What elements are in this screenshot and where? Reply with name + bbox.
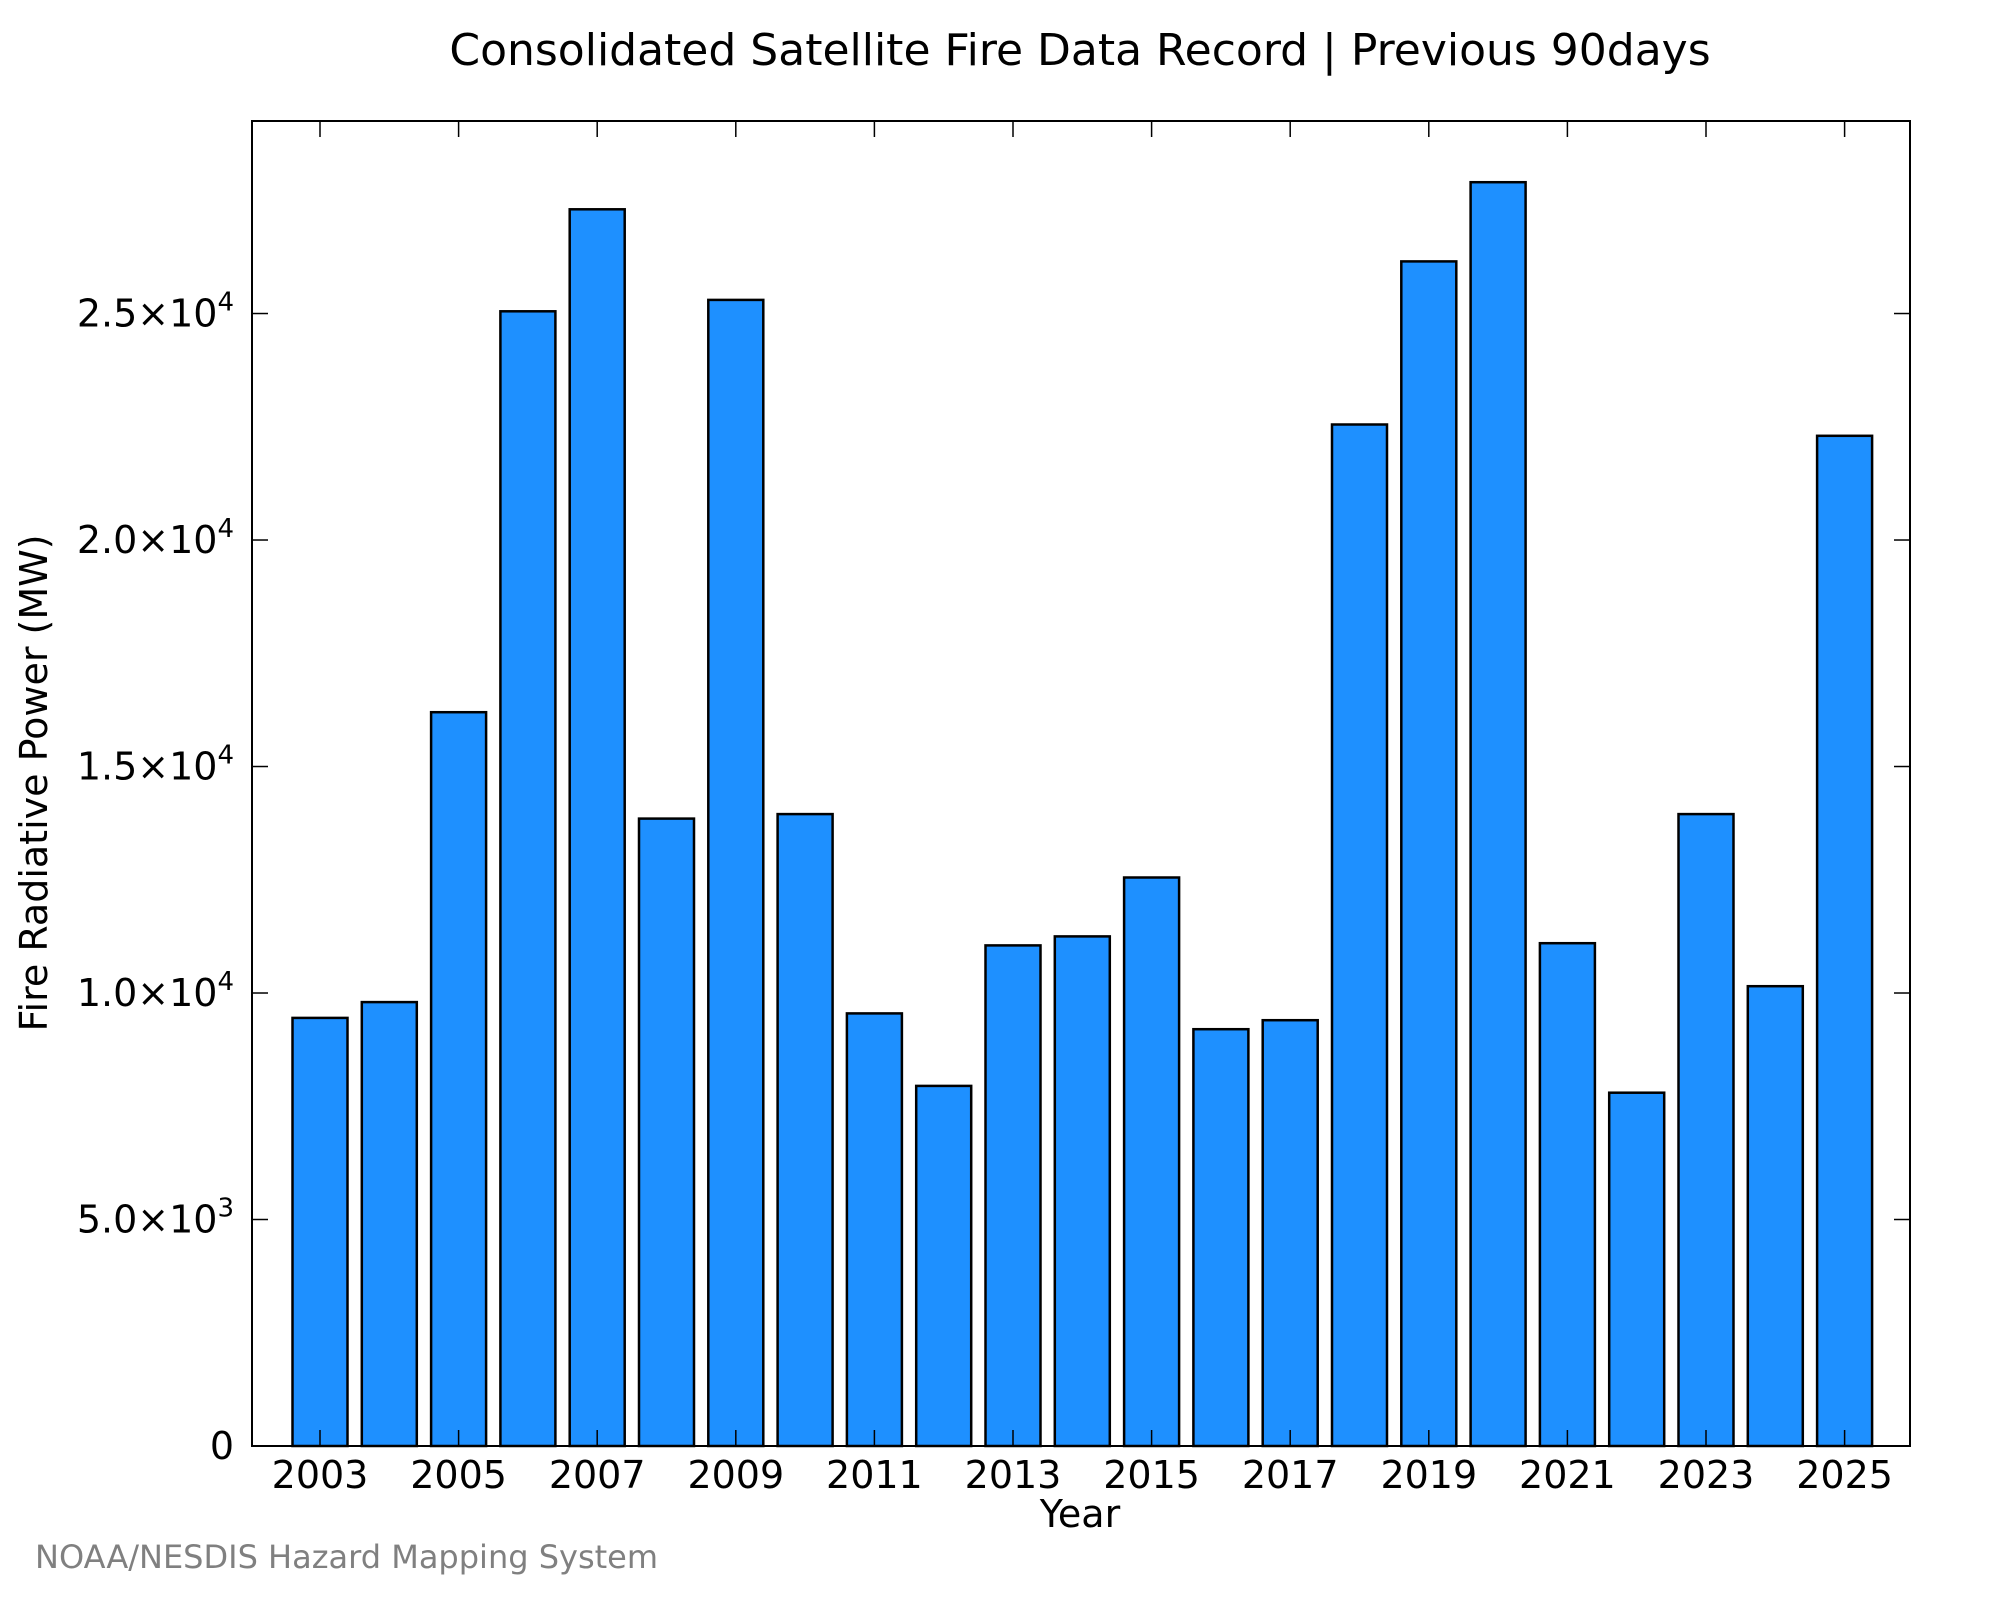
bar-2023	[1677, 812, 1735, 1448]
y-tick-label: 1.5×104	[77, 741, 234, 789]
bar-2011	[845, 1012, 904, 1448]
bar-2020	[1469, 180, 1527, 1448]
bar-2013	[984, 944, 1042, 1448]
bar-2024	[1746, 984, 1805, 1448]
bar-2016	[1192, 1027, 1250, 1448]
chart-title: Consolidated Satellite Fire Data Record …	[449, 25, 1710, 76]
y-tick-label: 1.0×104	[77, 967, 234, 1015]
ticks-layer	[252, 121, 1910, 1446]
bar-2022	[1607, 1091, 1666, 1448]
x-tick-label: 2015	[1103, 1453, 1200, 1497]
bar-2018	[1330, 423, 1389, 1448]
bar-2021	[1538, 941, 1597, 1448]
bar-2019	[1400, 260, 1458, 1448]
y-tick-label: 5.0×103	[77, 1194, 234, 1242]
bar-2015	[1122, 876, 1181, 1448]
credit-text: NOAA/NESDIS Hazard Mapping System	[35, 1538, 658, 1576]
x-tick-label: 2025	[1796, 1453, 1893, 1497]
bar-2010	[776, 812, 834, 1448]
x-tick-label: 2005	[410, 1453, 507, 1497]
x-tick-label: 2011	[826, 1453, 923, 1497]
x-tick-label: 2003	[272, 1453, 369, 1497]
bar-2025	[1815, 434, 1874, 1448]
x-tick-label: 2019	[1380, 1453, 1477, 1497]
bar-2008	[637, 817, 696, 1448]
x-axis-label: Year	[1039, 1492, 1121, 1536]
bars-layer	[291, 180, 1874, 1448]
y-tick-label: 2.0×104	[77, 514, 234, 562]
x-tick-label: 2021	[1519, 1453, 1616, 1497]
x-tick-label: 2009	[687, 1453, 784, 1497]
y-axis-label: Fire Radiative Power (MW)	[12, 534, 56, 1031]
bar-2005	[429, 710, 488, 1448]
x-tick-labels: 2003 2005 2007 2009 2011 2013 2015 2017 2019 2021…	[272, 1453, 1893, 1497]
bar-2012	[914, 1084, 973, 1448]
bar-2004	[360, 1000, 419, 1448]
bar-2017	[1261, 1018, 1319, 1448]
bar-2007	[568, 208, 626, 1448]
x-tick-label: 2013	[965, 1453, 1062, 1497]
bar-2014	[1053, 935, 1112, 1448]
x-tick-label: 2007	[549, 1453, 646, 1497]
bar-2009	[707, 298, 765, 1448]
y-tick-label: 0	[210, 1424, 234, 1468]
x-tick-label: 2017	[1242, 1453, 1339, 1497]
x-tick-label: 2023	[1658, 1453, 1755, 1497]
y-tick-labels: 0 5.0×103 1.0×104 1.5×104 2.0×104 2.5×104	[77, 288, 234, 1468]
bar-2006	[499, 310, 557, 1448]
bar-2003	[291, 1016, 349, 1448]
y-tick-label: 2.5×104	[77, 288, 234, 336]
